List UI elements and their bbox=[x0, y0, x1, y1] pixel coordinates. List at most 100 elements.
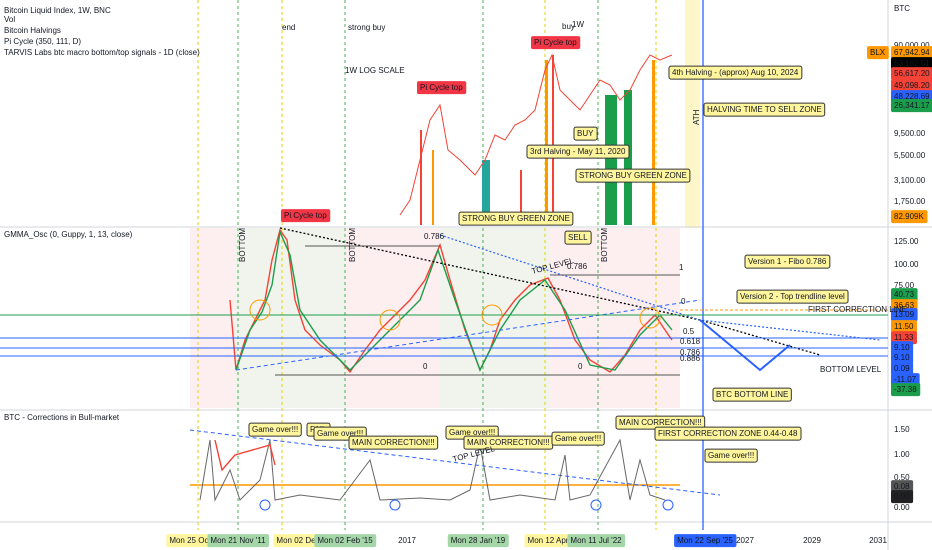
axis-label: 3,100.00 bbox=[894, 176, 926, 185]
x-axis-label-box bbox=[273, 534, 323, 548]
axis-label-box bbox=[891, 79, 932, 93]
annotation-text: ATH bbox=[692, 109, 701, 125]
axis-label: 1.50 bbox=[894, 425, 910, 434]
x-axis-label-text: 2017 bbox=[398, 536, 416, 545]
annotation-box bbox=[704, 448, 758, 463]
signal-lines bbox=[197, 0, 657, 530]
x-axis-label-box bbox=[674, 534, 737, 548]
annotation-text: end bbox=[282, 23, 295, 32]
annotation: Version 2 - Top trendline level bbox=[736, 289, 849, 304]
axis-label-text: BTC bbox=[894, 4, 910, 13]
annotation-text: 1 bbox=[679, 263, 684, 272]
axis-label-text: 100.00 bbox=[894, 260, 919, 269]
annotation-text: Game over!!! bbox=[555, 434, 601, 443]
axis-label-box bbox=[891, 46, 932, 60]
axis-label-box bbox=[891, 480, 914, 494]
axis-label: 9.10 bbox=[891, 351, 914, 365]
axis-label-box bbox=[891, 210, 928, 224]
axis-label: 0.08 bbox=[891, 480, 914, 494]
legend-item: BTC - Corrections in Bull-market bbox=[4, 413, 120, 422]
axis-label: 67,942.94 bbox=[891, 46, 932, 60]
axis-label-box bbox=[867, 46, 889, 60]
annotation-text: 0.618 bbox=[680, 337, 701, 346]
annotation: 4th Halving - (approx) Aug 10, 2024 bbox=[668, 65, 803, 80]
x-axis-label-box bbox=[207, 534, 270, 548]
annotation-text: 0.786 bbox=[680, 348, 701, 357]
annotation-text: 0 bbox=[423, 362, 428, 371]
legend-item-text: TARVIS Labs btc macro bottom/top signals… bbox=[4, 48, 200, 57]
x-axis-label-text: Mon 25 Oct bbox=[169, 536, 211, 545]
axis-label: 11.50 bbox=[891, 320, 917, 334]
annotation-text: BOTTOM bbox=[600, 228, 609, 262]
annotation-box bbox=[417, 81, 467, 95]
annotation: strong buy bbox=[348, 23, 385, 32]
annotation-text: STRONG BUY GREEN ZONE bbox=[462, 214, 570, 223]
gmma-lines bbox=[0, 227, 888, 376]
axis-label-text: 1.50 bbox=[894, 425, 910, 434]
axis-label-text: 82.909K bbox=[894, 212, 924, 221]
annotation: end bbox=[282, 23, 295, 32]
x-axis-label-box bbox=[524, 534, 572, 548]
annotation: 0.5 bbox=[683, 327, 695, 336]
axis-label: -11.07 bbox=[891, 373, 920, 387]
x-axis-label-text: Mon 11 Jul '22 bbox=[570, 536, 622, 545]
axis-label-box bbox=[891, 308, 918, 322]
axis-label-box bbox=[891, 362, 914, 376]
axis-label-text: 0.08 bbox=[894, 482, 910, 491]
legend-item: GMMA_Osc (0, Guppy, 1, 13, close) bbox=[4, 230, 133, 239]
annotation-text: SELL bbox=[568, 233, 588, 242]
annotation-box bbox=[654, 426, 802, 441]
annotation-text: 0.786 bbox=[424, 232, 445, 241]
axis-label: 9.10 bbox=[891, 341, 914, 355]
x-axis-label-text: Mon 21 Nov '11 bbox=[210, 536, 266, 545]
axis-label-box bbox=[891, 341, 914, 355]
annotation: 0.618 bbox=[680, 337, 701, 346]
axis-label: 40.73 bbox=[891, 288, 918, 302]
legend-item-text: BTC - Corrections in Bull-market bbox=[4, 413, 120, 422]
axis-label-text: 36.63 bbox=[894, 301, 915, 310]
axis-label-text: 1.00 bbox=[894, 450, 910, 459]
axis-label-text: 125.00 bbox=[894, 237, 919, 246]
annotation-box bbox=[573, 126, 598, 141]
axis-label-text: 5,500.00 bbox=[894, 151, 926, 160]
annotation-text: BUY bbox=[577, 129, 594, 138]
x-axis-label-text: 2031 bbox=[869, 536, 887, 545]
annotation-text: 0.786 bbox=[567, 262, 588, 271]
legend-item: TARVIS Labs btc macro bottom/top signals… bbox=[4, 48, 200, 57]
annotation-text: strong buy bbox=[348, 23, 385, 32]
axis-label-text: -37.38 bbox=[894, 385, 917, 394]
axis-label: 1,750.00 bbox=[894, 197, 926, 206]
annotation-text: FIRST CORRECTION ZONE 0.44-0.48 bbox=[658, 429, 798, 438]
axis-label-text: 67,942.94 bbox=[894, 48, 930, 57]
annotation-text: BOTTOM bbox=[348, 228, 357, 262]
axis-label-text: 40.73 bbox=[894, 290, 915, 299]
axis-label: 75.00 bbox=[894, 281, 915, 290]
legend-item: Bitcoin Liquid Index, 1W, BNC bbox=[4, 6, 111, 15]
annotation-text: BOTTOM LEVEL bbox=[820, 365, 882, 374]
annotation-text: Version 1 - Fibo 0.786 bbox=[748, 257, 827, 266]
annotation: Game over!!! bbox=[704, 448, 758, 463]
annotation-text: 0.5 bbox=[683, 327, 695, 336]
x-axis-label: Mon 12 Apr bbox=[524, 534, 572, 548]
axis-label-text: 90,000.00 bbox=[894, 41, 930, 50]
annotation: Game over!!! bbox=[551, 431, 605, 446]
axis-label-box bbox=[891, 99, 932, 113]
annotation-text: Game over!!! bbox=[449, 428, 495, 437]
annotation-box bbox=[526, 144, 630, 159]
axis-label-text: -11.07 bbox=[894, 375, 917, 384]
annotation: 1W LOG SCALE bbox=[345, 66, 405, 75]
annotation-text: 4th Halving - (approx) Aug 10, 2024 bbox=[672, 68, 799, 77]
annotation: Pi Cycle top bbox=[281, 209, 331, 223]
annotation-text: buy bbox=[562, 22, 575, 31]
legend-item: Vol bbox=[4, 15, 15, 24]
annotation-text: Pi Cycle top bbox=[420, 83, 463, 92]
axis-label: 0.09 bbox=[891, 362, 914, 376]
annotation: BOTTOM bbox=[238, 228, 247, 262]
axis-label-text: 9.10 bbox=[894, 343, 910, 352]
axis-label-box bbox=[891, 57, 932, 71]
axis-label-box bbox=[891, 373, 920, 387]
axis-label-text: 11.50 bbox=[894, 322, 914, 331]
legend-item: Bitcoin Halvings bbox=[4, 26, 61, 35]
axis-label-text: 9.10 bbox=[894, 353, 910, 362]
annotation-text: 0.886 bbox=[680, 354, 701, 363]
